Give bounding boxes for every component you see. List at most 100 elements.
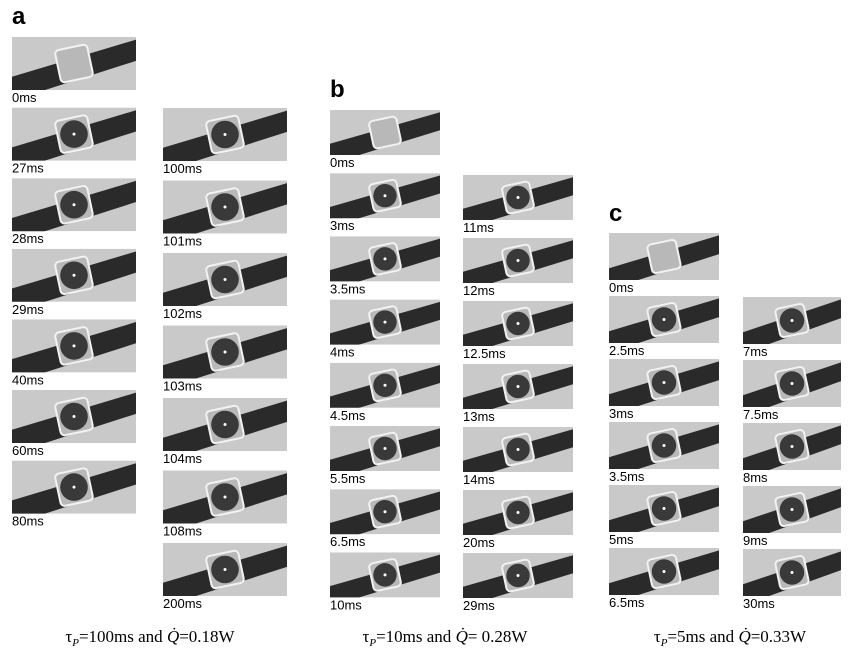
- highlight: [663, 570, 666, 573]
- highlight: [224, 568, 227, 571]
- highlight: [73, 415, 76, 418]
- panel-label: b: [330, 76, 345, 103]
- frame-content: [609, 359, 719, 408]
- video-frame: [330, 552, 440, 599]
- frame-content: [609, 422, 719, 471]
- caption: τP=10ms and Q̇= 0.28W: [363, 627, 529, 649]
- highlight: [384, 257, 387, 260]
- time-label: 12.5ms: [463, 346, 506, 361]
- frame-content: [463, 364, 573, 411]
- frame-content: [163, 398, 287, 454]
- caption-quantity: Q̇: [456, 627, 468, 646]
- time-label: 0ms: [330, 155, 355, 170]
- time-label: 2.5ms: [609, 343, 645, 358]
- caption-value: =0.33W: [751, 627, 807, 646]
- frame-content: [330, 489, 440, 536]
- video-frame: [330, 426, 440, 473]
- time-label: 27ms: [12, 161, 44, 176]
- highlight: [791, 508, 794, 511]
- highlight: [73, 133, 76, 136]
- time-label: 11ms: [463, 220, 494, 235]
- video-frame: [330, 363, 440, 410]
- time-label: 5.5ms: [330, 471, 366, 486]
- video-frame: [743, 297, 841, 346]
- time-label: 29ms: [12, 302, 44, 317]
- video-frame: [330, 173, 440, 220]
- video-frame: [163, 471, 287, 527]
- caption-text: =100ms and: [79, 627, 167, 646]
- time-label: 4.5ms: [330, 408, 366, 423]
- frame-content: [463, 175, 573, 222]
- highlight: [224, 496, 227, 499]
- time-label: 28ms: [12, 231, 44, 246]
- highlight: [791, 571, 794, 574]
- video-frame: [12, 249, 136, 305]
- video-frame: [743, 423, 841, 472]
- frame-content: [609, 233, 719, 282]
- frame-content: [12, 319, 136, 375]
- frame-content: [463, 490, 573, 537]
- time-label: 6.5ms: [330, 534, 366, 549]
- video-frame: [330, 300, 440, 347]
- highlight: [224, 351, 227, 354]
- highlight: [384, 510, 387, 513]
- video-frame: [609, 422, 719, 471]
- frame-content: [743, 486, 841, 535]
- time-label: 108ms: [163, 524, 203, 539]
- frame-content: [463, 553, 573, 600]
- time-label: 40ms: [12, 372, 44, 387]
- highlight: [384, 194, 387, 197]
- video-frame: [12, 319, 136, 375]
- highlight: [517, 259, 520, 262]
- video-frame: [609, 548, 719, 597]
- frame-content: [163, 471, 287, 527]
- frame-content: [330, 173, 440, 220]
- frame-content: [609, 296, 719, 345]
- time-label: 7.5ms: [743, 407, 779, 422]
- video-frame: [463, 238, 573, 285]
- video-frame: [163, 398, 287, 454]
- time-label: 10ms: [330, 597, 362, 612]
- time-label: 7ms: [743, 344, 768, 359]
- time-label: 5ms: [609, 532, 634, 547]
- time-label: 12ms: [463, 283, 495, 298]
- frame-content: [330, 552, 440, 599]
- highlight: [73, 344, 76, 347]
- time-label: 60ms: [12, 443, 44, 458]
- video-frame: [463, 490, 573, 537]
- frame-content: [12, 37, 136, 93]
- time-label: 3ms: [330, 218, 355, 233]
- video-frame: [463, 427, 573, 474]
- highlight: [384, 447, 387, 450]
- frame-content: [330, 110, 440, 157]
- video-frame: [463, 553, 573, 600]
- time-label: 80ms: [12, 514, 44, 529]
- panel-label: c: [609, 200, 622, 227]
- highlight: [663, 444, 666, 447]
- time-label: 4ms: [330, 345, 355, 360]
- time-label: 103ms: [163, 379, 203, 394]
- frame-content: [12, 390, 136, 446]
- frame-content: [330, 236, 440, 283]
- highlight: [73, 274, 76, 277]
- frame-content: [163, 108, 287, 164]
- time-label: 9ms: [743, 533, 768, 548]
- highlight: [517, 574, 520, 577]
- frame-content: [463, 238, 573, 285]
- video-frame: [163, 543, 287, 599]
- highlight: [384, 321, 387, 324]
- time-label: 0ms: [609, 280, 634, 295]
- video-frame: [163, 181, 287, 237]
- frame-content: [12, 108, 136, 164]
- highlight: [73, 486, 76, 489]
- video-frame: [609, 296, 719, 345]
- time-label: 8ms: [743, 470, 768, 485]
- frame-content: [743, 360, 841, 409]
- frame-content: [743, 423, 841, 472]
- video-frame: [163, 253, 287, 309]
- time-label: 100ms: [163, 161, 203, 176]
- time-label: 13ms: [463, 409, 495, 424]
- video-frame: [330, 110, 440, 157]
- time-label: 3ms: [609, 406, 634, 421]
- frame-content: [163, 326, 287, 382]
